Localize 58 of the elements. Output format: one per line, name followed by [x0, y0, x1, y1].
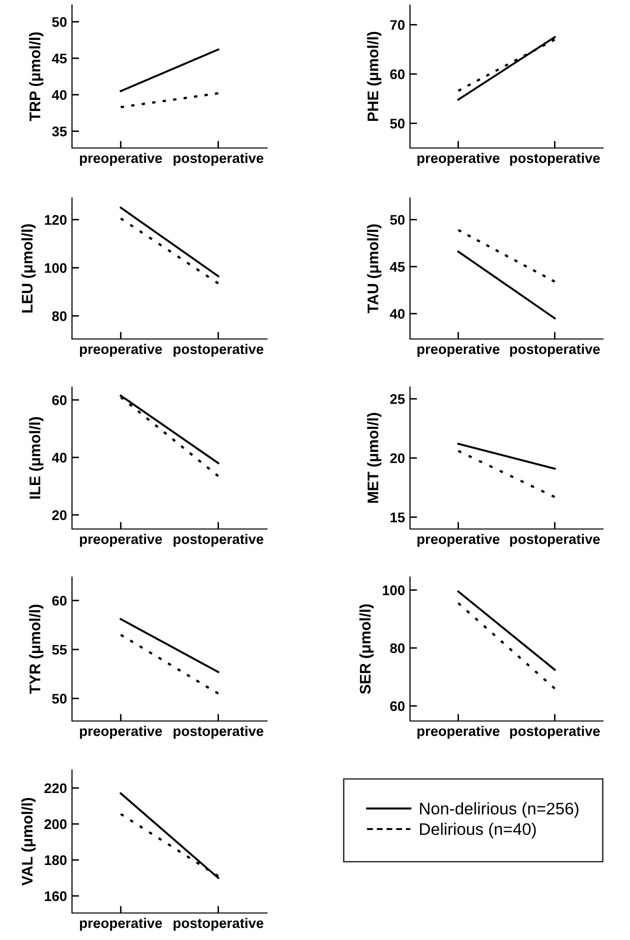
- y-tick-label: 220: [44, 783, 67, 794]
- y-tick-label: 60: [52, 596, 67, 606]
- x-tick-label: postoperative: [510, 152, 600, 166]
- y-axis-title: SER (μmol/l): [359, 604, 374, 694]
- x-tick-label: preoperative: [417, 534, 500, 547]
- x-tick-label: preoperative: [80, 344, 162, 357]
- y-tick-label: 40: [52, 90, 67, 100]
- x-tick-label: preoperative: [417, 726, 500, 739]
- y-tick-label: 80: [390, 643, 405, 654]
- legend-label: Non-delirious (n=256): [420, 802, 578, 818]
- y-tick-label: 40: [390, 308, 405, 319]
- y-tick-label: 120: [44, 214, 67, 225]
- y-tick-label: 180: [44, 855, 67, 866]
- y-axis-title: LEU (μmol/l): [21, 224, 36, 312]
- y-tick-label: 20: [52, 510, 67, 520]
- y-tick-label: 60: [390, 69, 405, 80]
- x-tick-label: postoperative: [174, 534, 264, 547]
- y-axis-title: TRP (μmol/l): [29, 32, 44, 122]
- y-axis-title: TAU (μmol/l): [367, 224, 382, 314]
- y-axis-title: MET (μmol/l): [367, 412, 382, 503]
- y-tick-label: 35: [52, 126, 67, 136]
- y-tick-label: 15: [390, 512, 405, 522]
- y-tick-label: 200: [44, 819, 67, 830]
- y-axis-title: TYR (μmol/l): [29, 604, 44, 694]
- x-tick-label: preoperative: [80, 152, 162, 166]
- x-tick-label: preoperative: [80, 918, 162, 931]
- y-tick-label: 20: [390, 453, 405, 464]
- y-tick-label: 40: [52, 452, 67, 463]
- x-tick-label: postoperative: [510, 344, 600, 357]
- y-tick-label: 55: [52, 644, 67, 655]
- y-axis-title: VAL (μmol/l): [21, 798, 36, 886]
- x-tick-label: postoperative: [174, 344, 264, 357]
- x-tick-label: postoperative: [510, 726, 600, 739]
- x-tick-label: postoperative: [174, 726, 264, 739]
- x-tick-label: preoperative: [417, 344, 500, 357]
- x-tick-label: preoperative: [80, 726, 162, 739]
- y-tick-label: 100: [382, 585, 405, 596]
- y-axis-title: ILE (μmol/l): [29, 417, 44, 499]
- x-tick-label: postoperative: [174, 918, 264, 931]
- y-tick-label: 60: [52, 395, 67, 406]
- y-tick-label: 50: [390, 214, 405, 225]
- y-axis-title: PHE (μmol/l): [367, 32, 382, 121]
- y-tick-label: 45: [52, 54, 67, 64]
- y-tick-label: 60: [390, 701, 405, 712]
- x-tick-label: postoperative: [174, 152, 264, 166]
- x-tick-label: postoperative: [510, 534, 600, 547]
- y-tick-label: 70: [390, 20, 405, 30]
- y-tick-label: 50: [52, 17, 67, 27]
- y-tick-label: 25: [390, 394, 405, 404]
- y-tick-label: 100: [44, 263, 67, 273]
- x-tick-label: preoperative: [417, 152, 500, 166]
- y-tick-label: 50: [390, 118, 405, 129]
- y-tick-label: 160: [44, 891, 67, 902]
- y-tick-label: 80: [52, 311, 67, 322]
- legend-label: Delirious (n=40): [420, 822, 536, 838]
- y-tick-label: 50: [52, 694, 67, 704]
- y-tick-label: 45: [390, 262, 405, 272]
- x-tick-label: preoperative: [80, 534, 162, 547]
